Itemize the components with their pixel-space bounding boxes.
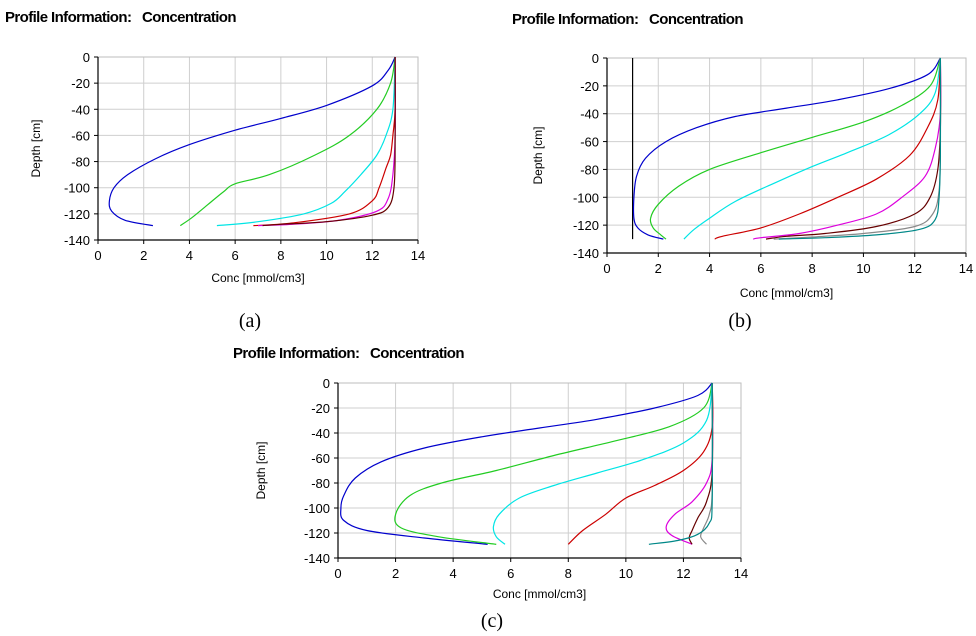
y-tick-label: -60 — [580, 135, 599, 150]
series-line-5 — [665, 382, 714, 545]
chart-title: Profile Information: Concentration — [233, 345, 464, 362]
series-line-1 — [340, 382, 713, 545]
x-tick-label: 10 — [319, 248, 333, 263]
y-tick-label: -80 — [580, 162, 599, 177]
concentration-chart-a: Profile Information: Concentration 0 2 4 6 8 1… — [5, 9, 425, 332]
series-line-1 — [108, 56, 396, 227]
y-tick-label: -20 — [311, 401, 330, 416]
x-tick-label: 14 — [734, 566, 748, 581]
plot-frame — [337, 382, 742, 559]
x-axis-label: Conc [mmol/cm3] — [211, 271, 304, 285]
x-tick-label: 4 — [706, 261, 713, 276]
x-tick-label: 8 — [565, 566, 572, 581]
y-tick-label: -60 — [311, 451, 330, 466]
y-tick-label: -40 — [311, 426, 330, 441]
series-line-6 — [753, 57, 942, 240]
y-tick-label: 0 — [592, 51, 599, 66]
y-tick-label: -140 — [573, 246, 599, 261]
series-line-3 — [492, 382, 713, 545]
series-line-5 — [714, 57, 941, 240]
x-axis-label: Conc [mmol/cm3] — [493, 587, 586, 601]
chart-panel-c: Profile Information: Concentration 0 2 4 6 8 1… — [225, 335, 765, 636]
y-tick-label: -100 — [573, 190, 599, 205]
x-tick-label: 10 — [619, 566, 633, 581]
x-tick-label: 2 — [140, 248, 147, 263]
concentration-chart-c: Profile Information: Concentration 0 2 4 6 8 1… — [233, 345, 748, 632]
y-tick-label: -60 — [71, 128, 90, 143]
chart-title: Profile Information: Concentration — [5, 9, 236, 26]
x-tick-label: 8 — [277, 248, 284, 263]
series-line-4 — [683, 57, 941, 240]
x-tick-label: 2 — [392, 566, 399, 581]
y-tick-label: -40 — [580, 107, 599, 122]
x-tick-label: 0 — [94, 248, 101, 263]
y-tick-label: -100 — [64, 181, 90, 196]
y-tick-label: -100 — [304, 501, 330, 516]
x-tick-label: 6 — [507, 566, 514, 581]
y-tick-label: -20 — [580, 79, 599, 94]
series-line-2 — [632, 57, 941, 240]
y-tick-label: -120 — [64, 207, 90, 222]
plot-frame — [606, 57, 967, 254]
y-tick-label: 0 — [323, 376, 330, 391]
plot-frame — [97, 56, 419, 241]
y-axis-label: Depth [cm] — [29, 119, 43, 177]
x-tick-label: 14 — [411, 248, 425, 263]
x-tick-label: 12 — [676, 566, 690, 581]
x-tick-label: 10 — [856, 261, 870, 276]
panel-caption: (a) — [239, 310, 261, 332]
series-line-3 — [649, 57, 941, 240]
x-tick-label: 0 — [334, 566, 341, 581]
x-tick-label: 6 — [232, 248, 239, 263]
series-line-4 — [567, 382, 714, 545]
y-tick-label: -80 — [311, 476, 330, 491]
x-tick-label: 8 — [809, 261, 816, 276]
y-tick-label: -120 — [304, 526, 330, 541]
y-axis-label: Depth [cm] — [254, 441, 268, 499]
y-tick-label: -20 — [71, 76, 90, 91]
y-tick-label: -140 — [64, 233, 90, 248]
x-tick-label: 2 — [655, 261, 662, 276]
series-line-9 — [778, 57, 942, 240]
y-tick-label: -40 — [71, 102, 90, 117]
chart-title: Profile Information: Concentration — [512, 11, 743, 28]
y-tick-label: -140 — [304, 551, 330, 566]
series-line-4 — [253, 56, 396, 227]
series-line-6 — [262, 56, 396, 227]
x-axis-label: Conc [mmol/cm3] — [740, 286, 833, 300]
x-tick-label: 4 — [450, 566, 457, 581]
x-tick-label: 0 — [603, 261, 610, 276]
y-tick-label: -80 — [71, 155, 90, 170]
series-line-2 — [394, 382, 713, 545]
x-tick-label: 14 — [959, 261, 973, 276]
panel-caption: (c) — [481, 610, 503, 632]
chart-panel-b: Profile Information: Concentration 0 2 4 6 8 1… — [500, 0, 976, 345]
y-tick-label: -120 — [573, 218, 599, 233]
series-line-2 — [179, 56, 396, 227]
x-tick-label: 6 — [757, 261, 764, 276]
series-line-3 — [216, 56, 396, 227]
panel-caption: (b) — [728, 310, 751, 332]
chart-panel-a: Profile Information: Concentration 0 2 4 6 8 1… — [0, 0, 460, 345]
x-tick-label: 4 — [186, 248, 193, 263]
series-line-8 — [648, 382, 714, 545]
y-axis-label: Depth [cm] — [531, 126, 545, 184]
concentration-chart-b: Profile Information: Concentration 0 2 4 6 8 1… — [512, 11, 973, 332]
x-tick-label: 12 — [365, 248, 379, 263]
x-tick-label: 12 — [907, 261, 921, 276]
y-tick-label: 0 — [83, 50, 90, 65]
